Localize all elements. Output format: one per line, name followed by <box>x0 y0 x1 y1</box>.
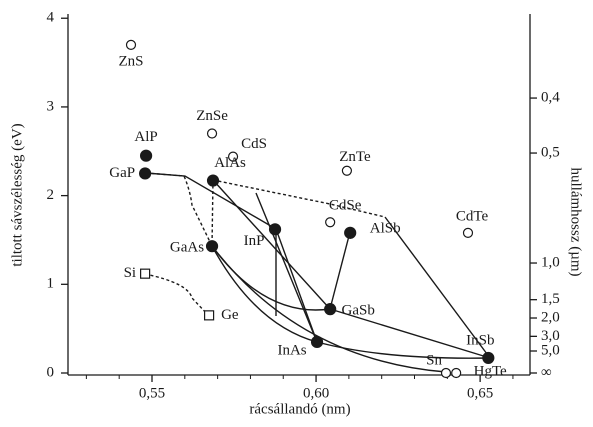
point-label: ZnSe <box>196 108 228 124</box>
point-label: AlP <box>134 129 157 145</box>
point-label: AlAs <box>214 155 246 171</box>
y-tick-label: 0 <box>47 364 55 380</box>
curve <box>145 172 277 230</box>
point <box>324 303 337 316</box>
curve <box>211 245 447 373</box>
point <box>205 240 219 253</box>
point <box>227 151 239 162</box>
y2-tick-label: 2,0 <box>541 309 560 325</box>
x-tick-label: 0,55 <box>139 385 165 401</box>
curve <box>212 179 386 218</box>
point <box>462 227 474 238</box>
point <box>325 217 336 228</box>
point-label: GaSb <box>342 303 375 319</box>
curve <box>211 179 214 247</box>
point <box>139 149 153 162</box>
y2-tick-label: 0,5 <box>541 144 560 160</box>
y2-tick-label: 1,0 <box>541 254 560 270</box>
point <box>451 367 462 379</box>
point-label: CdSe <box>329 198 362 214</box>
y-tick-label: 2 <box>47 187 55 203</box>
point-label: Ge <box>221 307 239 323</box>
point <box>206 128 218 139</box>
point-label: InP <box>244 233 265 249</box>
point-label: InSb <box>466 332 494 348</box>
point-label: InAs <box>277 342 306 358</box>
curve <box>145 172 213 247</box>
y2-tick-label: 1,5 <box>541 291 560 307</box>
point-label: ZnTe <box>339 149 371 165</box>
curve <box>329 231 351 310</box>
point <box>125 39 137 50</box>
curve <box>211 245 331 311</box>
curve <box>384 216 491 359</box>
point-label: GaP <box>109 165 135 181</box>
curve <box>212 179 331 310</box>
point-label: Si <box>124 265 137 281</box>
point-label: AlSb <box>370 220 401 236</box>
point <box>440 367 452 379</box>
point-label: CdTe <box>456 208 489 224</box>
y-tick-label: 3 <box>47 98 55 114</box>
curve <box>275 228 318 343</box>
y2-tick-label: 5,0 <box>541 342 560 358</box>
point-label: HgTe <box>474 363 507 379</box>
point <box>203 310 215 321</box>
point <box>341 165 353 176</box>
point-label: CdS <box>241 136 267 152</box>
curve <box>144 273 210 317</box>
y-tick-label: 4 <box>47 10 55 26</box>
y2-tick-label: 3,0 <box>541 328 560 344</box>
point-label: ZnS <box>118 53 143 69</box>
point-label: GaAs <box>170 240 204 256</box>
curve <box>329 308 491 359</box>
point-label: Sn <box>426 352 442 368</box>
point <box>344 226 357 239</box>
point <box>206 174 220 187</box>
y2-axis-label: hullámhossz (µm) <box>568 167 584 276</box>
x-axis-label: rácsállandó (nm) <box>249 401 350 417</box>
point <box>482 351 495 365</box>
y-tick-label: 1 <box>47 276 55 292</box>
point <box>140 268 151 279</box>
point <box>310 335 324 349</box>
alloy-curves <box>144 172 491 373</box>
point <box>139 167 152 180</box>
y-axis-label: tiltott sávszélesség (eV) <box>9 123 25 266</box>
curve <box>255 192 318 343</box>
x-tick-label: 0,60 <box>303 385 329 401</box>
point <box>268 223 282 236</box>
x-tick-label: 0,65 <box>467 385 493 401</box>
y2-tick-label: ∞ <box>541 364 552 380</box>
curve <box>211 245 318 343</box>
y2-tick-label: 0,4 <box>541 89 560 105</box>
curve <box>316 341 491 359</box>
